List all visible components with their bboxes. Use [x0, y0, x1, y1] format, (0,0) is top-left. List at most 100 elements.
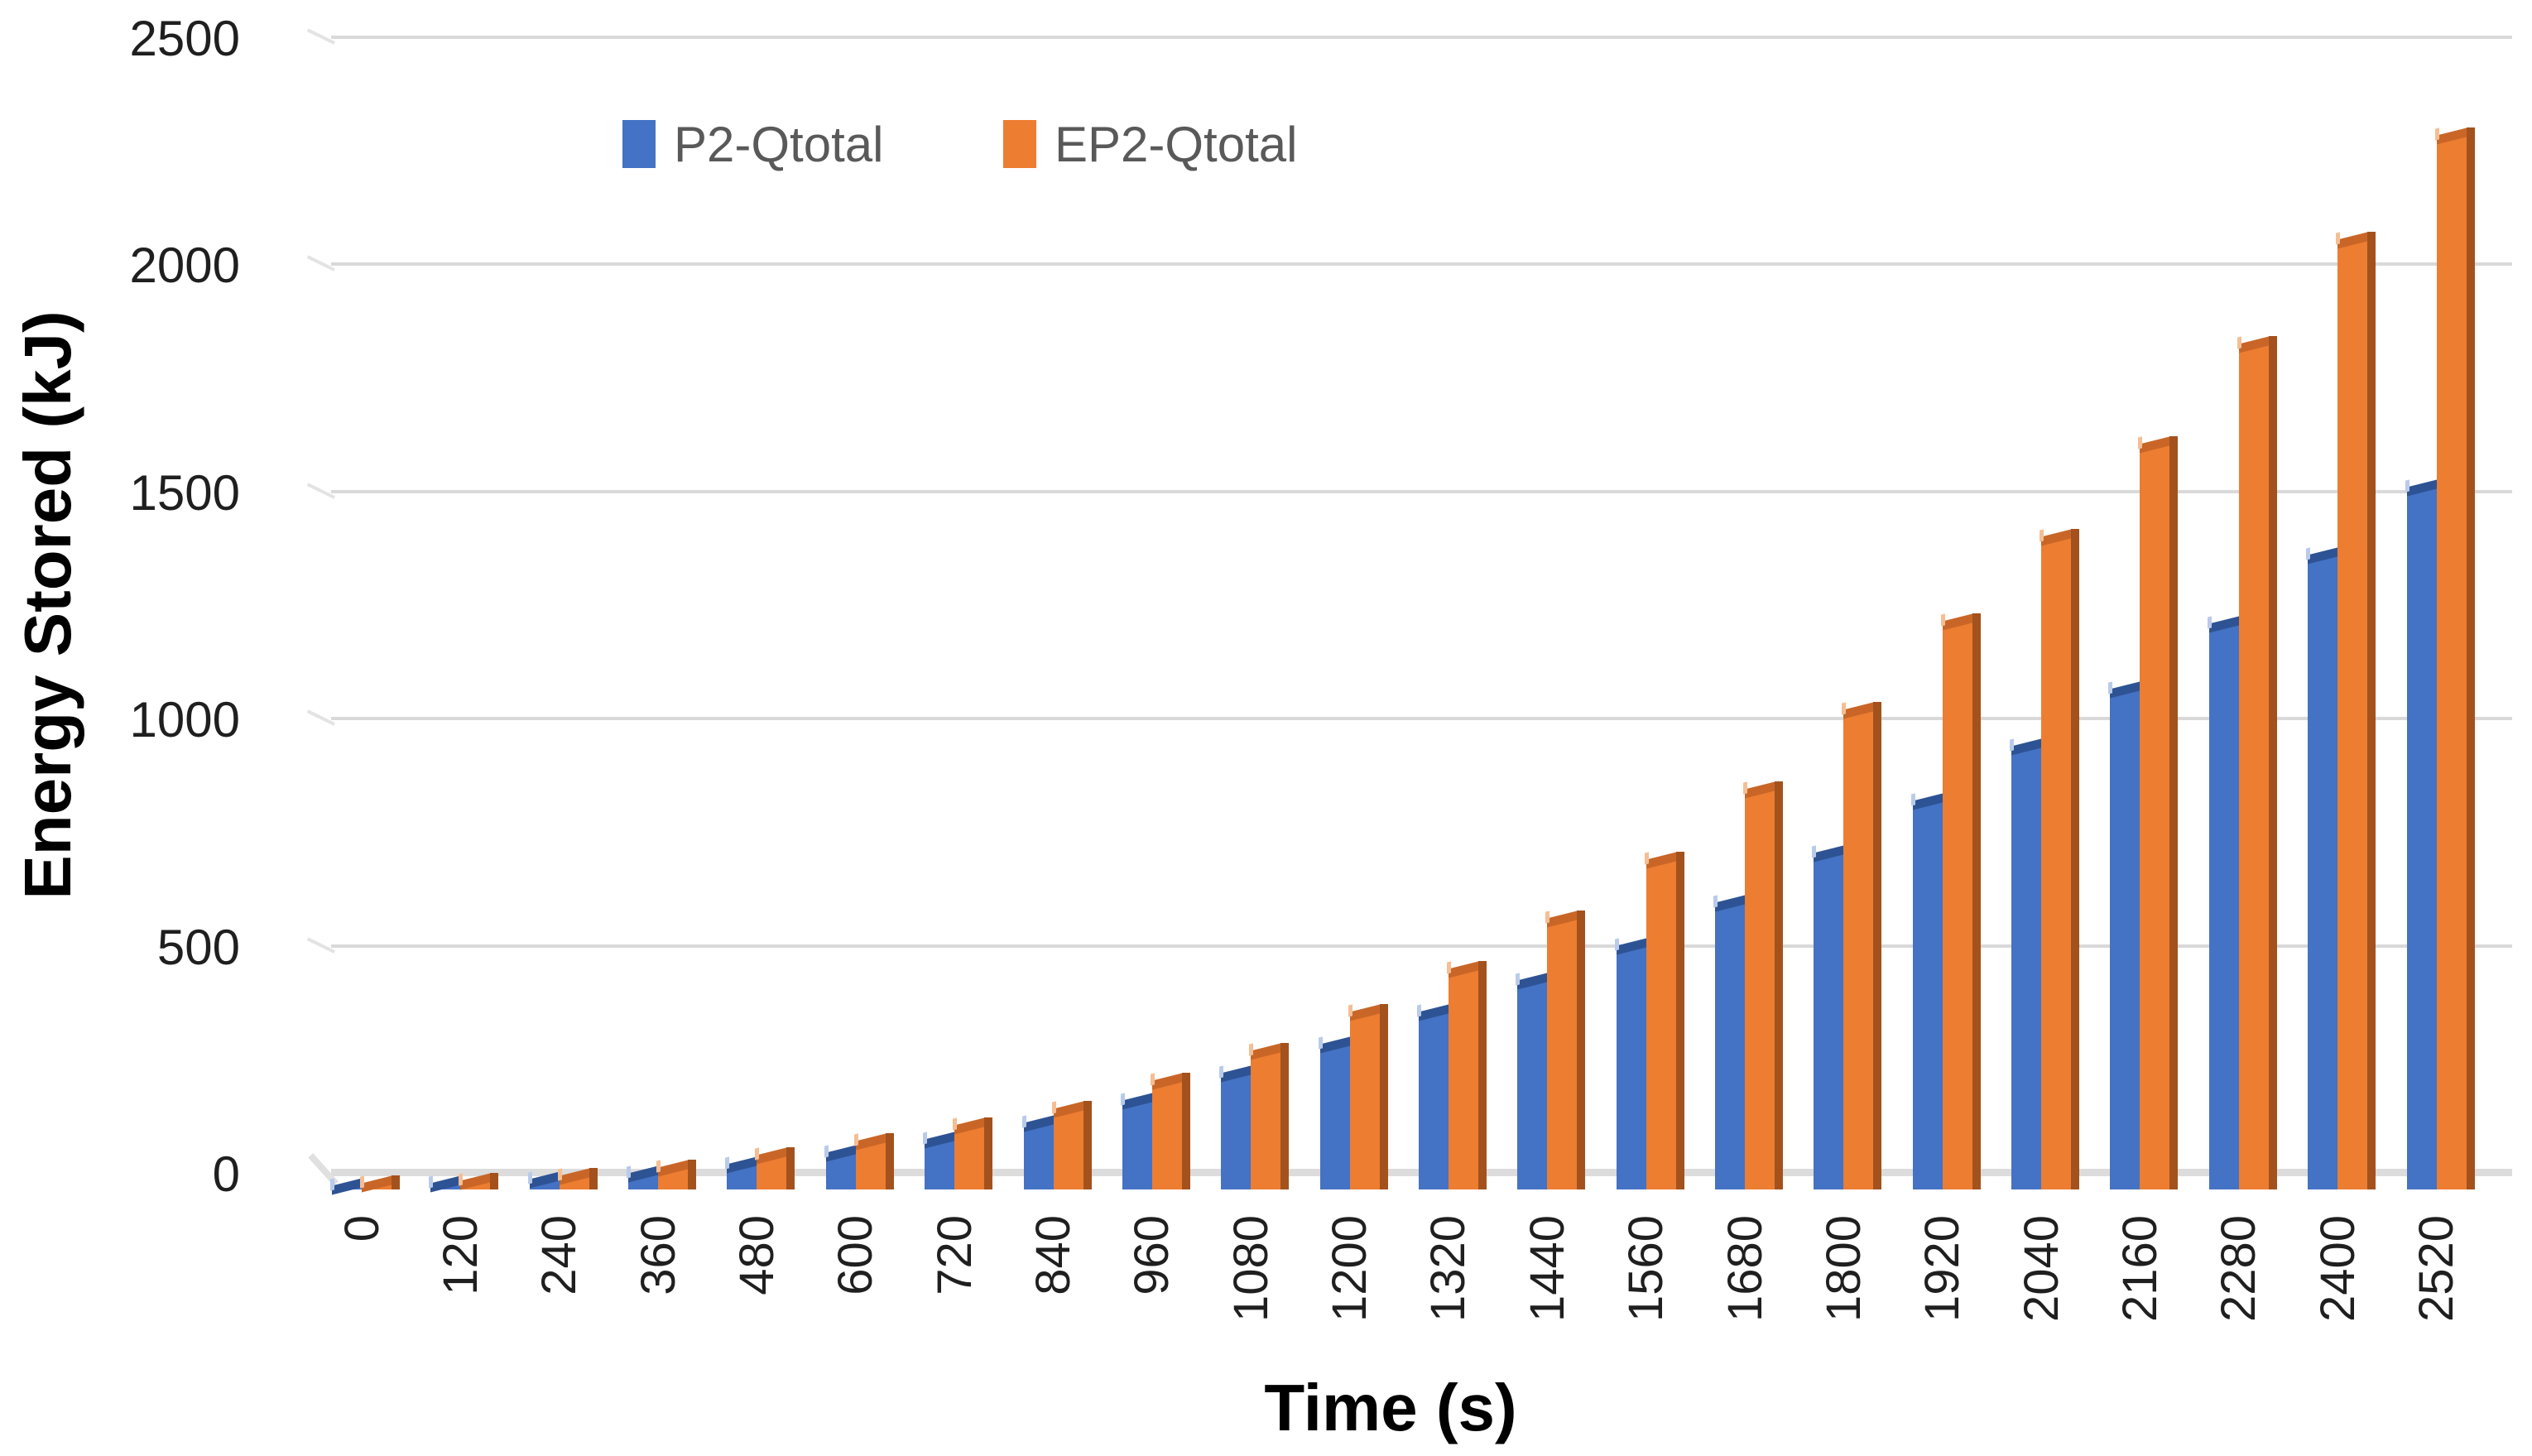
bar-top-bevel: [1349, 1004, 1380, 1021]
bar-p2-qtotal-840: [1021, 1115, 1054, 1189]
bar-highlight: [2336, 232, 2341, 245]
x-tick-text: 1200: [1323, 1215, 1377, 1323]
gridline-500: [331, 944, 2512, 948]
bar-ep2-qtotal-720: [953, 1117, 993, 1189]
bar-ep2-qtotal-840: [1051, 1101, 1092, 1189]
x-tick-text: 960: [1125, 1215, 1180, 1295]
bar-top-bevel: [2208, 616, 2239, 633]
bar-highlight: [1051, 1101, 1056, 1114]
bar-highlight: [1842, 702, 1847, 715]
bar-ep2-qtotal-2520: [2434, 127, 2475, 1189]
x-tick-label-2400: 2400: [2300, 1215, 2375, 1322]
x-tick-text: 2520: [2409, 1215, 2464, 1323]
bar-top-bevel: [1843, 702, 1874, 719]
legend-swatch-ep2: [1003, 120, 1036, 168]
bar-top-bevel: [2140, 436, 2170, 454]
bar-ep2-qtotal-1920: [1940, 613, 1981, 1189]
x-tick-text: 600: [829, 1215, 883, 1295]
x-tick-label-2040: 2040: [2004, 1215, 2078, 1322]
bar-highlight: [853, 1133, 858, 1146]
bar-highlight: [923, 1132, 928, 1145]
bar-highlight: [2040, 529, 2044, 542]
bar-ep2-qtotal-2280: [2237, 336, 2277, 1189]
bar-top-bevel: [925, 1132, 955, 1149]
bar-ep2-qtotal-2400: [2336, 232, 2376, 1189]
x-tick-label-1440: 1440: [1510, 1215, 1584, 1322]
bar-p2-qtotal-1680: [1713, 895, 1746, 1189]
bar-3d-side: [1477, 961, 1487, 1189]
x-tick-label-960: 960: [1115, 1215, 1189, 1295]
bar-3d-side: [2466, 127, 2475, 1189]
x-tick-label-840: 840: [1016, 1215, 1091, 1295]
bar-3d-side: [1972, 613, 1981, 1189]
x-tick-text: 2160: [2112, 1215, 2167, 1323]
bar-p2-qtotal-1080: [1219, 1065, 1252, 1189]
bar-top-bevel: [855, 1133, 886, 1151]
x-tick-label-1200: 1200: [1313, 1215, 1387, 1322]
bar-p2-qtotal-1800: [1812, 845, 1844, 1189]
x-tick-text: 2280: [2212, 1215, 2266, 1323]
bar-top-bevel: [1646, 852, 1676, 869]
bar-highlight: [2010, 738, 2015, 752]
bar-highlight: [953, 1117, 958, 1131]
bar-highlight: [2434, 127, 2439, 141]
bar-highlight: [557, 1168, 562, 1181]
gridline-1000: [331, 717, 2512, 721]
bar-p2-qtotal-480: [725, 1156, 757, 1189]
bar-3d-side: [2367, 232, 2376, 1189]
bar-top-bevel: [757, 1147, 787, 1165]
bar-3d-side: [2268, 336, 2277, 1189]
bar-highlight: [2237, 336, 2241, 349]
bar-top-bevel: [658, 1160, 689, 1177]
bar-top-bevel: [1942, 613, 1972, 631]
bar-top-bevel: [1319, 1036, 1350, 1054]
y-tick-label: 500: [156, 919, 240, 975]
bar-3d-side: [1379, 1004, 1388, 1189]
bar-ep2-qtotal-2040: [2040, 529, 2080, 1189]
bar-ep2-qtotal-1560: [1644, 852, 1684, 1189]
bar-highlight: [429, 1175, 434, 1189]
legend-label-ep2: EP2-Qtotal: [1055, 116, 1298, 172]
bar-top-bevel: [1715, 895, 1746, 912]
bar-3d-side: [392, 1175, 400, 1189]
bar-p2-qtotal-360: [627, 1165, 659, 1189]
bar-top-bevel: [1517, 973, 1548, 990]
bar-highlight: [2207, 616, 2212, 629]
bar-p2-qtotal-2040: [2010, 738, 2042, 1189]
bar-top-bevel: [2011, 738, 2042, 756]
bar-top-bevel: [2041, 529, 2072, 546]
bar-p2-qtotal-2280: [2207, 616, 2239, 1189]
bar-ep2-qtotal-240: [557, 1168, 598, 1189]
bar-3d-side: [786, 1147, 795, 1189]
x-tick-label-1560: 1560: [1609, 1215, 1684, 1322]
bar-p2-qtotal-600: [824, 1145, 856, 1189]
gridline-2500: [331, 36, 2512, 39]
bar-p2-qtotal-2520: [2405, 479, 2437, 1189]
bar-highlight: [459, 1173, 464, 1186]
bar-p2-qtotal-1440: [1516, 973, 1548, 1189]
x-tick-label-2520: 2520: [2400, 1215, 2474, 1322]
bar-highlight: [2405, 479, 2409, 493]
y-tick-label: 2000: [129, 238, 240, 294]
bar-3d-side: [1181, 1073, 1190, 1189]
bar-p2-qtotal-2160: [2108, 681, 2140, 1189]
bar-p2-qtotal-240: [527, 1171, 560, 1189]
x-tick-text: 0: [334, 1215, 389, 1242]
gridline-1500: [331, 489, 2512, 493]
bar-highlight: [1545, 911, 1550, 924]
bar-3d-side: [885, 1133, 894, 1189]
bar-top-bevel: [1616, 938, 1646, 955]
bar-3d-side: [2071, 529, 2080, 1189]
x-tick-label-0: 0: [324, 1215, 399, 1242]
bar-highlight: [755, 1147, 760, 1160]
bar-3d-side: [1083, 1101, 1092, 1189]
bar-3d-side: [1873, 702, 1882, 1189]
y-tick-label: 1500: [129, 464, 240, 521]
bar-3d-side: [1577, 911, 1586, 1189]
x-tick-text: 840: [1026, 1215, 1081, 1295]
bar-top-bevel: [1122, 1093, 1152, 1110]
bar-3d-side: [1675, 852, 1684, 1189]
bar-highlight: [1446, 961, 1451, 974]
bar-top-bevel: [1221, 1065, 1252, 1083]
bar-top-bevel: [2337, 232, 2368, 249]
